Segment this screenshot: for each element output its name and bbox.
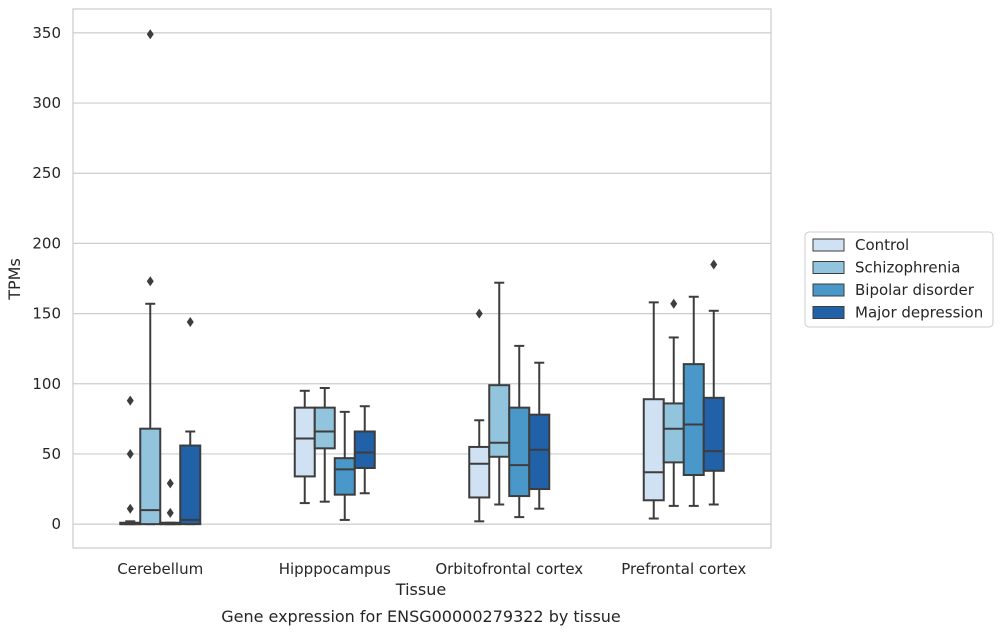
box-control-3 <box>642 301 665 520</box>
outlier-point <box>710 259 718 270</box>
figure-caption: Gene expression for ENSG00000279322 by t… <box>221 607 621 626</box>
legend-box <box>804 231 994 328</box>
x-axis-label: Tissue <box>395 580 446 599</box>
y-tick-label: 100 <box>32 375 61 393</box>
y-tick-label: 150 <box>32 305 61 323</box>
box-bipolar-disorder-2 <box>508 344 531 519</box>
box-iqr <box>682 363 705 477</box>
legend: Control Schizophrenia Bipolar disorder Majo… <box>804 231 994 328</box>
box-plots <box>119 29 725 526</box>
box-major-depression-3 <box>702 259 725 506</box>
box-bipolar-disorder-3 <box>682 295 705 507</box>
box-iqr <box>662 402 685 464</box>
outlier-point <box>166 478 174 489</box>
x-tick-label: Cerebellum <box>117 560 203 578</box>
box-schizophrenia-2 <box>488 281 511 506</box>
box-iqr <box>528 413 551 491</box>
y-tick-label: 300 <box>32 94 61 112</box>
x-tick-labels: Cerebellum Hipppocampus Orbitofrontal cort… <box>117 560 746 578</box>
box-iqr <box>139 427 162 526</box>
x-tick-label: Prefrontal cortex <box>621 560 746 578</box>
outlier-point <box>166 507 174 518</box>
legend-swatch <box>812 283 845 297</box>
box-bipolar-disorder-1 <box>333 410 356 521</box>
y-axis-label: TPMs <box>5 258 24 301</box>
legend-swatch <box>812 261 845 274</box>
box-major-depression-0 <box>179 317 202 526</box>
box-iqr <box>293 406 316 478</box>
box-iqr <box>333 457 356 496</box>
box-control-2 <box>468 308 491 523</box>
box-iqr <box>642 398 665 502</box>
y-tick-label: 50 <box>42 445 61 463</box>
outlier-point <box>126 395 134 406</box>
y-tick-labels: 0 50 100 150 200 250 300 350 <box>32 24 61 533</box>
outlier-point <box>146 276 154 287</box>
outlier-point <box>186 317 194 328</box>
legend-label: Bipolar disorder <box>855 281 975 299</box>
outlier-point <box>475 308 483 319</box>
x-tick-label: Orbitofrontal cortex <box>435 560 583 578</box>
box-bipolar-disorder-0 <box>159 478 182 526</box>
box-schizophrenia-1 <box>313 386 336 503</box>
y-tick-label: 0 <box>51 515 61 533</box>
x-tick-label: Hipppocampus <box>279 560 391 578</box>
box-control-0 <box>119 395 142 526</box>
box-iqr <box>353 430 376 469</box>
outlier-point <box>146 29 154 40</box>
legend-swatch <box>812 238 845 252</box>
box-iqr <box>179 444 202 526</box>
outlier-point <box>126 503 134 514</box>
y-tick-label: 200 <box>32 234 61 252</box>
legend-label: Schizophrenia <box>855 259 960 277</box>
legend-swatch <box>812 306 845 319</box>
box-iqr <box>702 396 725 472</box>
box-control-1 <box>293 389 316 505</box>
box-iqr <box>488 384 511 458</box>
legend-label: Control <box>855 236 909 254</box>
y-tick-label: 350 <box>32 24 61 42</box>
legend-label: Major depression <box>855 304 983 322</box>
outlier-point <box>126 448 134 459</box>
box-schizophrenia-3 <box>662 298 685 507</box>
box-iqr <box>468 445 491 499</box>
box-major-depression-1 <box>353 405 376 495</box>
box-iqr <box>313 406 336 450</box>
y-tick-label: 250 <box>32 164 61 182</box>
box-iqr <box>508 406 531 498</box>
box-major-depression-2 <box>528 361 551 510</box>
box-schizophrenia-0 <box>139 29 162 526</box>
plot-frame <box>72 8 772 549</box>
outlier-point <box>670 298 678 309</box>
